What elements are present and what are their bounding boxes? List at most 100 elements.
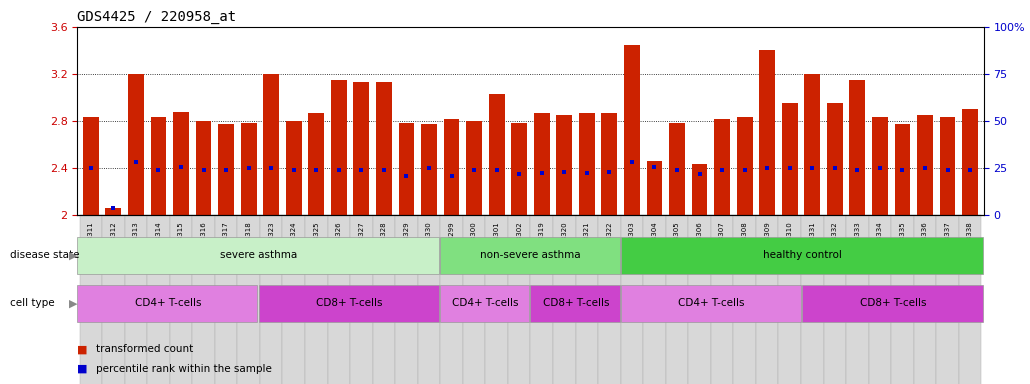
Bar (376, 82, 391, 215)
Bar (670, 123, 685, 215)
Bar (82, 118, 99, 215)
Bar (485, 215, 508, 384)
Bar (850, 80, 865, 215)
Bar (218, 124, 234, 215)
Bar (602, 113, 617, 215)
Bar (440, 237, 620, 274)
Bar (489, 94, 505, 215)
Bar (553, 215, 576, 384)
Text: cell type: cell type (10, 298, 55, 308)
Bar (241, 123, 256, 215)
Bar (621, 237, 983, 274)
Text: CD8+ T-cells: CD8+ T-cells (543, 298, 609, 308)
Bar (440, 285, 529, 322)
Bar (328, 215, 350, 384)
Bar (350, 215, 373, 384)
Bar (125, 215, 147, 384)
Text: severe asthma: severe asthma (219, 250, 297, 260)
Bar (782, 103, 797, 215)
Bar (462, 215, 485, 384)
Bar (779, 215, 801, 384)
Bar (285, 121, 302, 215)
Bar (917, 115, 933, 215)
Bar (959, 215, 982, 384)
Bar (77, 285, 258, 322)
Bar (102, 215, 125, 384)
Bar (692, 164, 708, 215)
Bar (418, 215, 440, 384)
Bar (193, 215, 215, 384)
Bar (77, 237, 439, 274)
Bar (624, 45, 640, 215)
Bar (170, 215, 193, 384)
Bar (511, 123, 527, 215)
Bar (914, 215, 936, 384)
Bar (440, 215, 462, 384)
Text: percentile rank within the sample: percentile rank within the sample (96, 364, 272, 374)
Bar (421, 124, 437, 215)
Text: ▶: ▶ (69, 298, 77, 308)
Bar (936, 215, 959, 384)
Bar (688, 215, 711, 384)
Bar (714, 119, 730, 215)
Bar (399, 123, 414, 215)
Bar (576, 215, 598, 384)
Text: transformed count: transformed count (96, 344, 193, 354)
Bar (804, 74, 820, 215)
Bar (665, 215, 688, 384)
Bar (331, 80, 347, 215)
Bar (305, 215, 328, 384)
Bar (147, 215, 170, 384)
Bar (260, 215, 282, 384)
Bar (105, 208, 122, 215)
Bar (846, 215, 868, 384)
Bar (530, 285, 620, 322)
Bar (467, 121, 482, 215)
Bar (621, 285, 801, 322)
Text: CD4+ T-cells: CD4+ T-cells (452, 298, 518, 308)
Bar (711, 215, 733, 384)
Text: CD4+ T-cells: CD4+ T-cells (135, 298, 201, 308)
Bar (647, 161, 662, 215)
Bar (173, 112, 188, 215)
Text: healthy control: healthy control (763, 250, 842, 260)
Bar (237, 215, 260, 384)
Bar (962, 109, 978, 215)
Bar (215, 215, 237, 384)
Text: CD8+ T-cells: CD8+ T-cells (860, 298, 926, 308)
Bar (801, 215, 824, 384)
Bar (802, 285, 983, 322)
Bar (895, 124, 911, 215)
Bar (530, 215, 553, 384)
Bar (79, 215, 102, 384)
Text: CD8+ T-cells: CD8+ T-cells (316, 298, 382, 308)
Bar (508, 215, 530, 384)
Bar (621, 215, 643, 384)
Bar (353, 82, 369, 215)
Bar (891, 215, 914, 384)
Bar (733, 215, 756, 384)
Bar (756, 215, 779, 384)
Text: ■: ■ (77, 364, 88, 374)
Bar (264, 74, 279, 215)
Bar (872, 118, 888, 215)
Bar (396, 215, 418, 384)
Bar (643, 215, 665, 384)
Bar (128, 74, 144, 215)
Text: ▶: ▶ (69, 250, 77, 260)
Bar (939, 118, 956, 215)
Bar (759, 50, 776, 215)
Bar (150, 118, 166, 215)
Text: CD4+ T-cells: CD4+ T-cells (679, 298, 745, 308)
Bar (556, 115, 572, 215)
Text: ■: ■ (77, 344, 88, 354)
Bar (824, 215, 846, 384)
Bar (373, 215, 396, 384)
Bar (308, 113, 324, 215)
Bar (598, 215, 621, 384)
Bar (259, 285, 439, 322)
Bar (282, 215, 305, 384)
Bar (579, 113, 594, 215)
Text: non-severe asthma: non-severe asthma (480, 250, 581, 260)
Bar (868, 215, 891, 384)
